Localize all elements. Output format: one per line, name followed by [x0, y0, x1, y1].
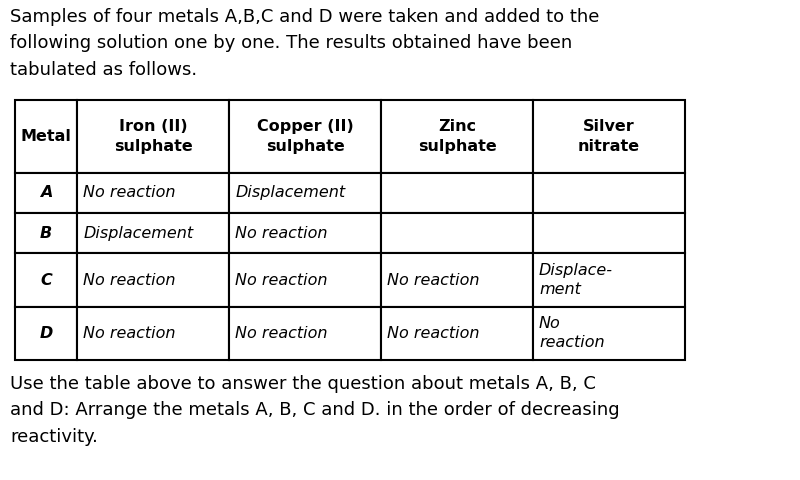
Bar	[533, 307, 685, 360]
Text: No reaction: No reaction	[235, 226, 328, 241]
Bar	[15, 213, 77, 253]
Text: No reaction: No reaction	[387, 273, 479, 288]
Text: Samples of four metals A,B,C and D were taken and added to the
following solutio: Samples of four metals A,B,C and D were …	[10, 8, 599, 79]
Text: Use the table above to answer the question about metals A, B, C
and D: Arrange t: Use the table above to answer the questi…	[10, 375, 620, 446]
Bar	[229, 100, 381, 173]
Bar	[15, 100, 77, 173]
Text: Copper (II)
sulphate: Copper (II) sulphate	[257, 119, 354, 154]
Bar	[77, 173, 229, 213]
Text: No reaction: No reaction	[235, 273, 328, 288]
Bar	[381, 253, 533, 307]
Text: Metal: Metal	[21, 129, 71, 144]
Text: Displace-
ment: Displace- ment	[539, 263, 613, 297]
Bar	[229, 307, 381, 360]
Text: Displacement: Displacement	[83, 226, 194, 241]
Text: No reaction: No reaction	[83, 326, 176, 341]
Bar	[381, 100, 533, 173]
Text: No
reaction: No reaction	[539, 316, 605, 350]
Text: No reaction: No reaction	[83, 273, 176, 288]
Text: A: A	[40, 185, 52, 201]
Text: Iron (II)
sulphate: Iron (II) sulphate	[114, 119, 193, 154]
Bar	[77, 213, 229, 253]
Bar	[77, 100, 229, 173]
Bar	[15, 307, 77, 360]
Bar	[229, 253, 381, 307]
Text: D: D	[39, 326, 53, 341]
Bar	[533, 173, 685, 213]
Bar	[381, 213, 533, 253]
Text: Silver
nitrate: Silver nitrate	[578, 119, 640, 154]
Bar	[533, 100, 685, 173]
Text: No reaction: No reaction	[235, 326, 328, 341]
Bar	[15, 253, 77, 307]
Text: B: B	[40, 226, 52, 241]
Bar	[533, 213, 685, 253]
Bar	[15, 173, 77, 213]
Text: No reaction: No reaction	[387, 326, 479, 341]
Text: Zinc
sulphate: Zinc sulphate	[418, 119, 497, 154]
Text: No reaction: No reaction	[83, 185, 176, 201]
Bar	[77, 253, 229, 307]
Bar	[381, 307, 533, 360]
Text: Displacement: Displacement	[235, 185, 346, 201]
Text: C: C	[40, 273, 52, 288]
Bar	[229, 213, 381, 253]
Bar	[229, 173, 381, 213]
Bar	[77, 307, 229, 360]
Bar	[533, 253, 685, 307]
Bar	[381, 173, 533, 213]
